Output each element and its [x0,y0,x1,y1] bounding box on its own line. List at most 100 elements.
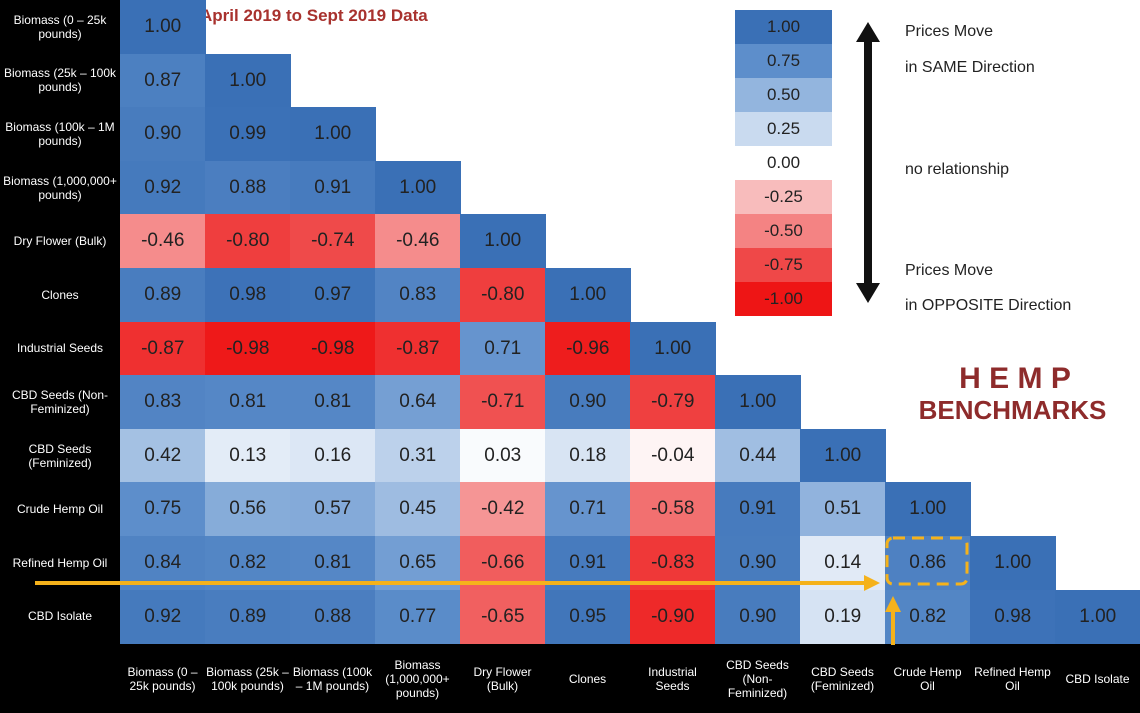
cell: 0.31 [375,428,461,483]
cell: 0.83 [120,375,206,430]
cell: 1.00 [970,536,1056,591]
column-label: Biomass (100k – 1M pounds) [292,665,373,693]
cell: -0.90 [630,589,716,644]
cell: 1.00 [120,0,206,55]
cell: 0.87 [120,53,206,108]
column-label: Industrial Seeds [648,665,697,693]
cell: 0.89 [205,589,291,644]
cell: -0.46 [120,214,206,269]
direction-arrow [856,22,880,303]
cell: -0.46 [375,214,461,269]
legend-swatch: 1.00 [735,10,832,44]
row-label: Biomass (25k – 100k pounds) [3,66,117,95]
cell: 0.90 [715,536,801,591]
cell: 1.00 [1055,589,1140,644]
cell: 0.84 [120,536,206,591]
cell: 0.90 [545,375,631,430]
legend-note: Prices Move [905,262,994,279]
cell: -0.42 [460,482,546,537]
cell: -0.65 [460,589,546,644]
legend-swatch: -0.75 [735,248,832,282]
column-label: Refined Hemp Oil [974,665,1051,693]
column-label: Biomass (25k – 100k pounds) [206,665,289,693]
column-label: Clones [568,672,607,686]
row-label: CBD Seeds (Non-Feminized) [11,387,109,416]
cell: 0.91 [715,482,801,537]
cell: 0.56 [205,482,291,537]
cell: 0.71 [460,321,546,376]
cell: 1.00 [800,428,886,483]
cell: -0.80 [460,268,546,323]
row-label: CBD Isolate [27,609,93,624]
cell: -0.87 [375,321,461,376]
cell: 0.90 [715,589,801,644]
cell: -0.66 [460,536,546,591]
cell: 0.92 [120,589,206,644]
cell: 1.00 [375,160,461,215]
cell: 0.95 [545,589,631,644]
cell: 0.83 [375,268,461,323]
cell: 0.91 [545,536,631,591]
legend-note: in OPPOSITE Direction [905,297,1072,314]
brand: H E M P [959,362,1071,395]
column-label: Biomass (1,000,000+ pounds) [385,658,450,700]
cell: 1.00 [630,321,716,376]
cell: 0.64 [375,375,461,430]
cell: 0.92 [120,160,206,215]
cell: 0.16 [290,428,376,483]
cell: 0.81 [290,536,376,591]
cell: 0.71 [545,482,631,537]
cell: 0.82 [205,536,291,591]
cell: 1.00 [205,53,291,108]
column-label: CBD Seeds (Feminized) [810,665,875,693]
cell: -0.71 [460,375,546,430]
cell: 0.82 [885,589,971,644]
cell: 1.00 [460,214,546,269]
chart-title: April 2019 to Sept 2019 Data [200,6,428,25]
cell: 0.13 [205,428,291,483]
cell: 0.88 [290,589,376,644]
cell: -0.98 [205,321,291,376]
cell: -0.98 [290,321,376,376]
legend-note: in SAME Direction [905,59,1035,76]
legend-note: no relationship [905,161,1010,178]
cell: 0.57 [290,482,376,537]
cell: 0.03 [460,428,546,483]
row-label: Biomass (0 – 25k pounds) [13,12,107,41]
cell: 0.42 [120,428,206,483]
cell: -0.83 [630,536,716,591]
row-label: Industrial Seeds [16,341,104,356]
column-label: Dry Flower (Bulk) [473,665,532,693]
cell: -0.96 [545,321,631,376]
cell: -0.80 [205,214,291,269]
cell: -0.87 [120,321,206,376]
cell: 1.00 [885,482,971,537]
cell: -0.74 [290,214,376,269]
legend-swatch: 0.50 [735,78,832,112]
cell: 0.86 [885,536,971,591]
cell: 0.19 [800,589,886,644]
cell: 0.90 [120,107,206,162]
row-label: Biomass (1,000,000+ pounds) [3,173,117,202]
cell: 0.91 [290,160,376,215]
label-row [0,643,1140,713]
cell: 0.81 [290,375,376,430]
cell: 0.45 [375,482,461,537]
cell: 0.75 [120,482,206,537]
cell: 0.51 [800,482,886,537]
cell: 0.98 [205,268,291,323]
cell: 0.44 [715,428,801,483]
cell: 0.89 [120,268,206,323]
row-label: Clones [41,287,79,302]
column-label: Biomass (0 – 25k pounds) [127,665,198,693]
brand: BENCHMARKS [918,395,1107,425]
legend-note: Prices Move [905,23,994,40]
legend-swatch: 0.75 [735,44,832,78]
legend-swatch: -0.25 [735,180,832,214]
column-label: Crude Hemp Oil [893,665,962,693]
label-column [0,0,120,713]
cell: -0.79 [630,375,716,430]
row-label: Biomass (100k – 1M pounds) [5,119,115,148]
cell: 1.00 [545,268,631,323]
